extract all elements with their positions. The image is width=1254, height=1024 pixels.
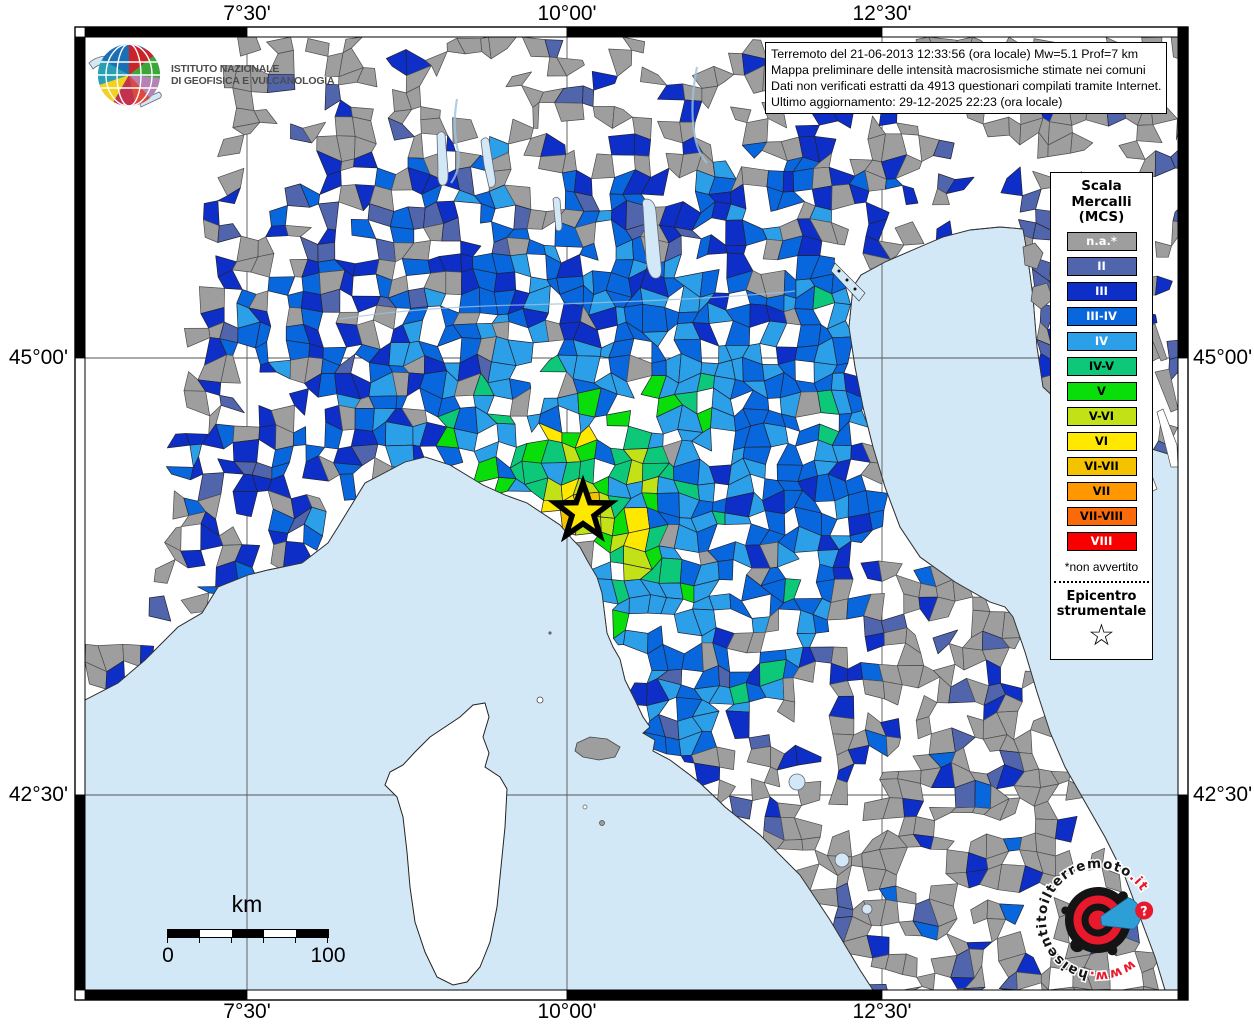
epicenter-star-icon: ☆ xyxy=(1088,617,1115,653)
lake xyxy=(642,198,662,279)
legend-swatch-iii: III xyxy=(1066,281,1137,301)
event-info-box: Terremoto del 21-06-2013 12:33:56 (ora l… xyxy=(765,42,1167,114)
legend-title-line2: Mercalli xyxy=(1071,193,1132,210)
lake xyxy=(138,91,162,108)
legend-swatch-viii: VIII xyxy=(1066,531,1137,551)
legend-swatch-viiviii: VII-VIII xyxy=(1066,506,1137,526)
data-source-line: Dati non verificati estratti da 4913 que… xyxy=(771,79,1162,93)
legend-swatch-v: V xyxy=(1066,381,1137,401)
epicenter-star xyxy=(547,474,619,543)
axis-label-right-1: 45°00' xyxy=(1193,346,1253,369)
legend-footnote: *non avvertito xyxy=(1064,559,1139,574)
event-title-line: Terremoto del 21-06-2013 12:33:56 (ora l… xyxy=(771,47,1139,61)
lake xyxy=(834,852,850,868)
axis-label-bottom-2: 10°00' xyxy=(537,1000,597,1023)
haisentitoilterremoto-logo: ? www.haisentitoilterremoto.it xyxy=(1024,849,1154,991)
epicenter-label: Epicentro strumentale xyxy=(1051,589,1152,619)
legend-swatch-ivv: IV-V xyxy=(1066,356,1137,376)
elba-island xyxy=(574,736,621,761)
scale-max-label: 100 xyxy=(310,944,346,967)
legend-swatch-vi: VI xyxy=(1066,431,1137,451)
epicenter-label-line2: strumentale xyxy=(1056,603,1147,619)
mcs-legend: Scala Mercalli (MCS) n.a.* II III III-IV IV I… xyxy=(1050,172,1153,660)
legend-swatch-vvi: V-VI xyxy=(1066,406,1137,426)
axis-label-bottom-3: 12°30' xyxy=(852,1000,912,1023)
legend-title: Scala Mercalli (MCS) xyxy=(1051,173,1152,226)
axis-label-top-2: 10°00' xyxy=(537,2,597,25)
watermark-www: www. xyxy=(1085,956,1140,987)
river xyxy=(339,290,796,320)
legend-swatch-na: n.a.* xyxy=(1066,231,1137,251)
lake xyxy=(788,773,806,791)
question-badge xyxy=(1135,901,1154,920)
lake xyxy=(552,196,563,232)
ingv-logo: ISTITUTO NAZIONALE DI GEOFISICA E VULCAN… xyxy=(96,42,335,108)
legend-swatch-iiiiv: III-IV xyxy=(1066,306,1137,326)
axis-label-left-2: 42°30' xyxy=(8,783,68,806)
last-update-line: Ultimo aggiornamento: 29-12-2025 22:23 (… xyxy=(771,95,1063,109)
legend-divider xyxy=(1054,580,1149,583)
scale-unit-label: km xyxy=(231,891,263,917)
scale-min-label: 0 xyxy=(162,944,174,967)
axis-label-top-1: 7°30' xyxy=(223,2,271,25)
river xyxy=(691,66,708,164)
map-subtitle-line: Mappa preliminare delle intensità macros… xyxy=(771,63,1146,77)
lake xyxy=(436,131,449,186)
river xyxy=(450,98,460,184)
axis-label-bottom-1: 7°30' xyxy=(223,1000,271,1023)
epicenter-label-line1: Epicentro xyxy=(1066,588,1137,604)
axis-label-left-1: 45°00' xyxy=(8,346,68,369)
legend-title-line3: (MCS) xyxy=(1078,209,1125,225)
municipality-mosaic xyxy=(84,36,1179,991)
legend-swatch-iv: IV xyxy=(1066,331,1137,351)
legend-title-line1: Scala xyxy=(1081,178,1122,194)
ingv-name-line2: DI GEOFISICA E VULCANOLOGIA xyxy=(171,75,335,87)
ingv-name-line1: ISTITUTO NAZIONALE xyxy=(171,63,280,75)
map-frame xyxy=(74,26,1189,1001)
venice-lagoon xyxy=(830,262,866,302)
lake xyxy=(480,137,496,188)
axis-label-right-2: 42°30' xyxy=(1193,783,1253,806)
axis-label-top-3: 12°30' xyxy=(852,2,912,25)
lake xyxy=(861,903,873,915)
ingv-globe-icon xyxy=(98,44,160,106)
question-mark: ? xyxy=(1140,904,1150,920)
corsica-island xyxy=(384,702,508,986)
legend-swatch-vii: VII xyxy=(1066,481,1137,501)
legend-swatch-ii: II xyxy=(1066,256,1137,276)
legend-swatch-vivii: VI-VII xyxy=(1066,456,1137,476)
scale-bar-segments xyxy=(167,929,329,938)
legend-items: n.a.* II III III-IV IV IV-V V V-VI VI VI-VII VII VI… xyxy=(1051,231,1152,551)
